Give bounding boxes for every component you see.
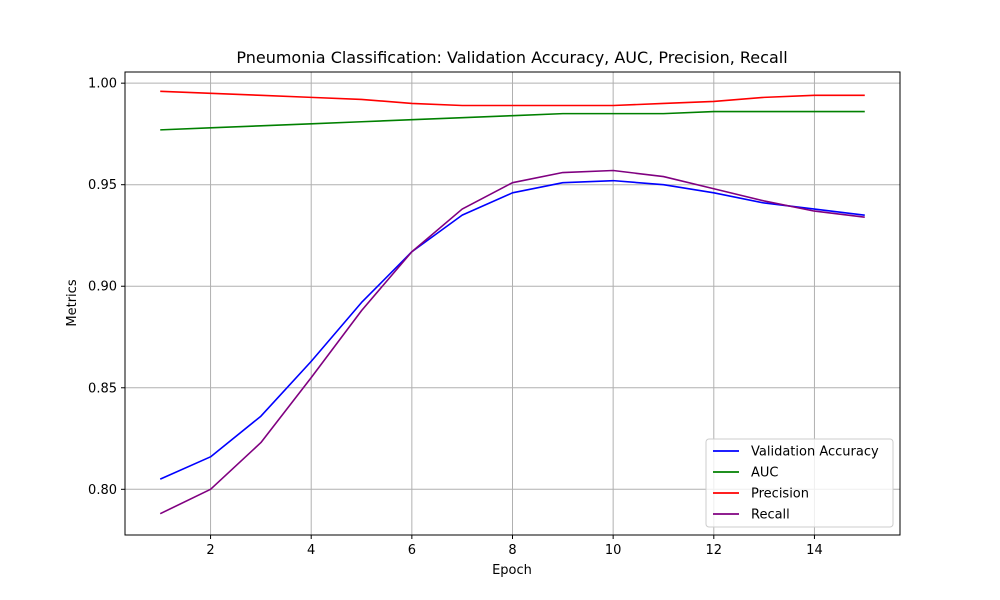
x-tick-label: 14: [806, 543, 823, 558]
legend: Validation Accuracy AUC Precision Recall: [705, 438, 894, 528]
y-tick-label: 1.00: [88, 77, 117, 92]
axis-ticks: 2 4 6 8 10 12 14 0.80 0.85 0.90 0.95 1.00: [88, 77, 823, 558]
series-line-validation-accuracy: [159, 179, 865, 480]
legend-label-auc: AUC: [751, 466, 779, 481]
legend-items: Validation Accuracy AUC Precision Recall: [713, 445, 879, 523]
y-tick-label: 0.90: [88, 280, 117, 295]
legend-label-recall: Recall: [751, 508, 790, 523]
y-axis-label: Metrics: [65, 279, 80, 326]
series-line-precision: [160, 90, 865, 107]
x-tick-label: 8: [508, 543, 516, 558]
series-lines: [159, 90, 865, 515]
series-line-recall: [159, 169, 865, 515]
x-tick-label: 4: [307, 543, 315, 558]
series-line-auc: [160, 110, 865, 131]
legend-box: [705, 438, 894, 528]
y-tick-label: 0.80: [88, 483, 117, 498]
y-tick-label: 0.85: [88, 381, 117, 396]
grid-lines: [125, 72, 900, 535]
x-axis-label: Epoch: [492, 563, 532, 578]
chart-title: Pneumonia Classification: Validation Acc…: [236, 48, 787, 67]
x-tick-label: 2: [206, 543, 214, 558]
y-tick-label: 0.95: [88, 178, 117, 193]
x-tick-label: 6: [408, 543, 416, 558]
legend-label-validation-accuracy: Validation Accuracy: [751, 445, 879, 460]
x-tick-label: 10: [605, 543, 622, 558]
x-tick-label: 12: [706, 543, 723, 558]
legend-label-precision: Precision: [751, 487, 809, 502]
